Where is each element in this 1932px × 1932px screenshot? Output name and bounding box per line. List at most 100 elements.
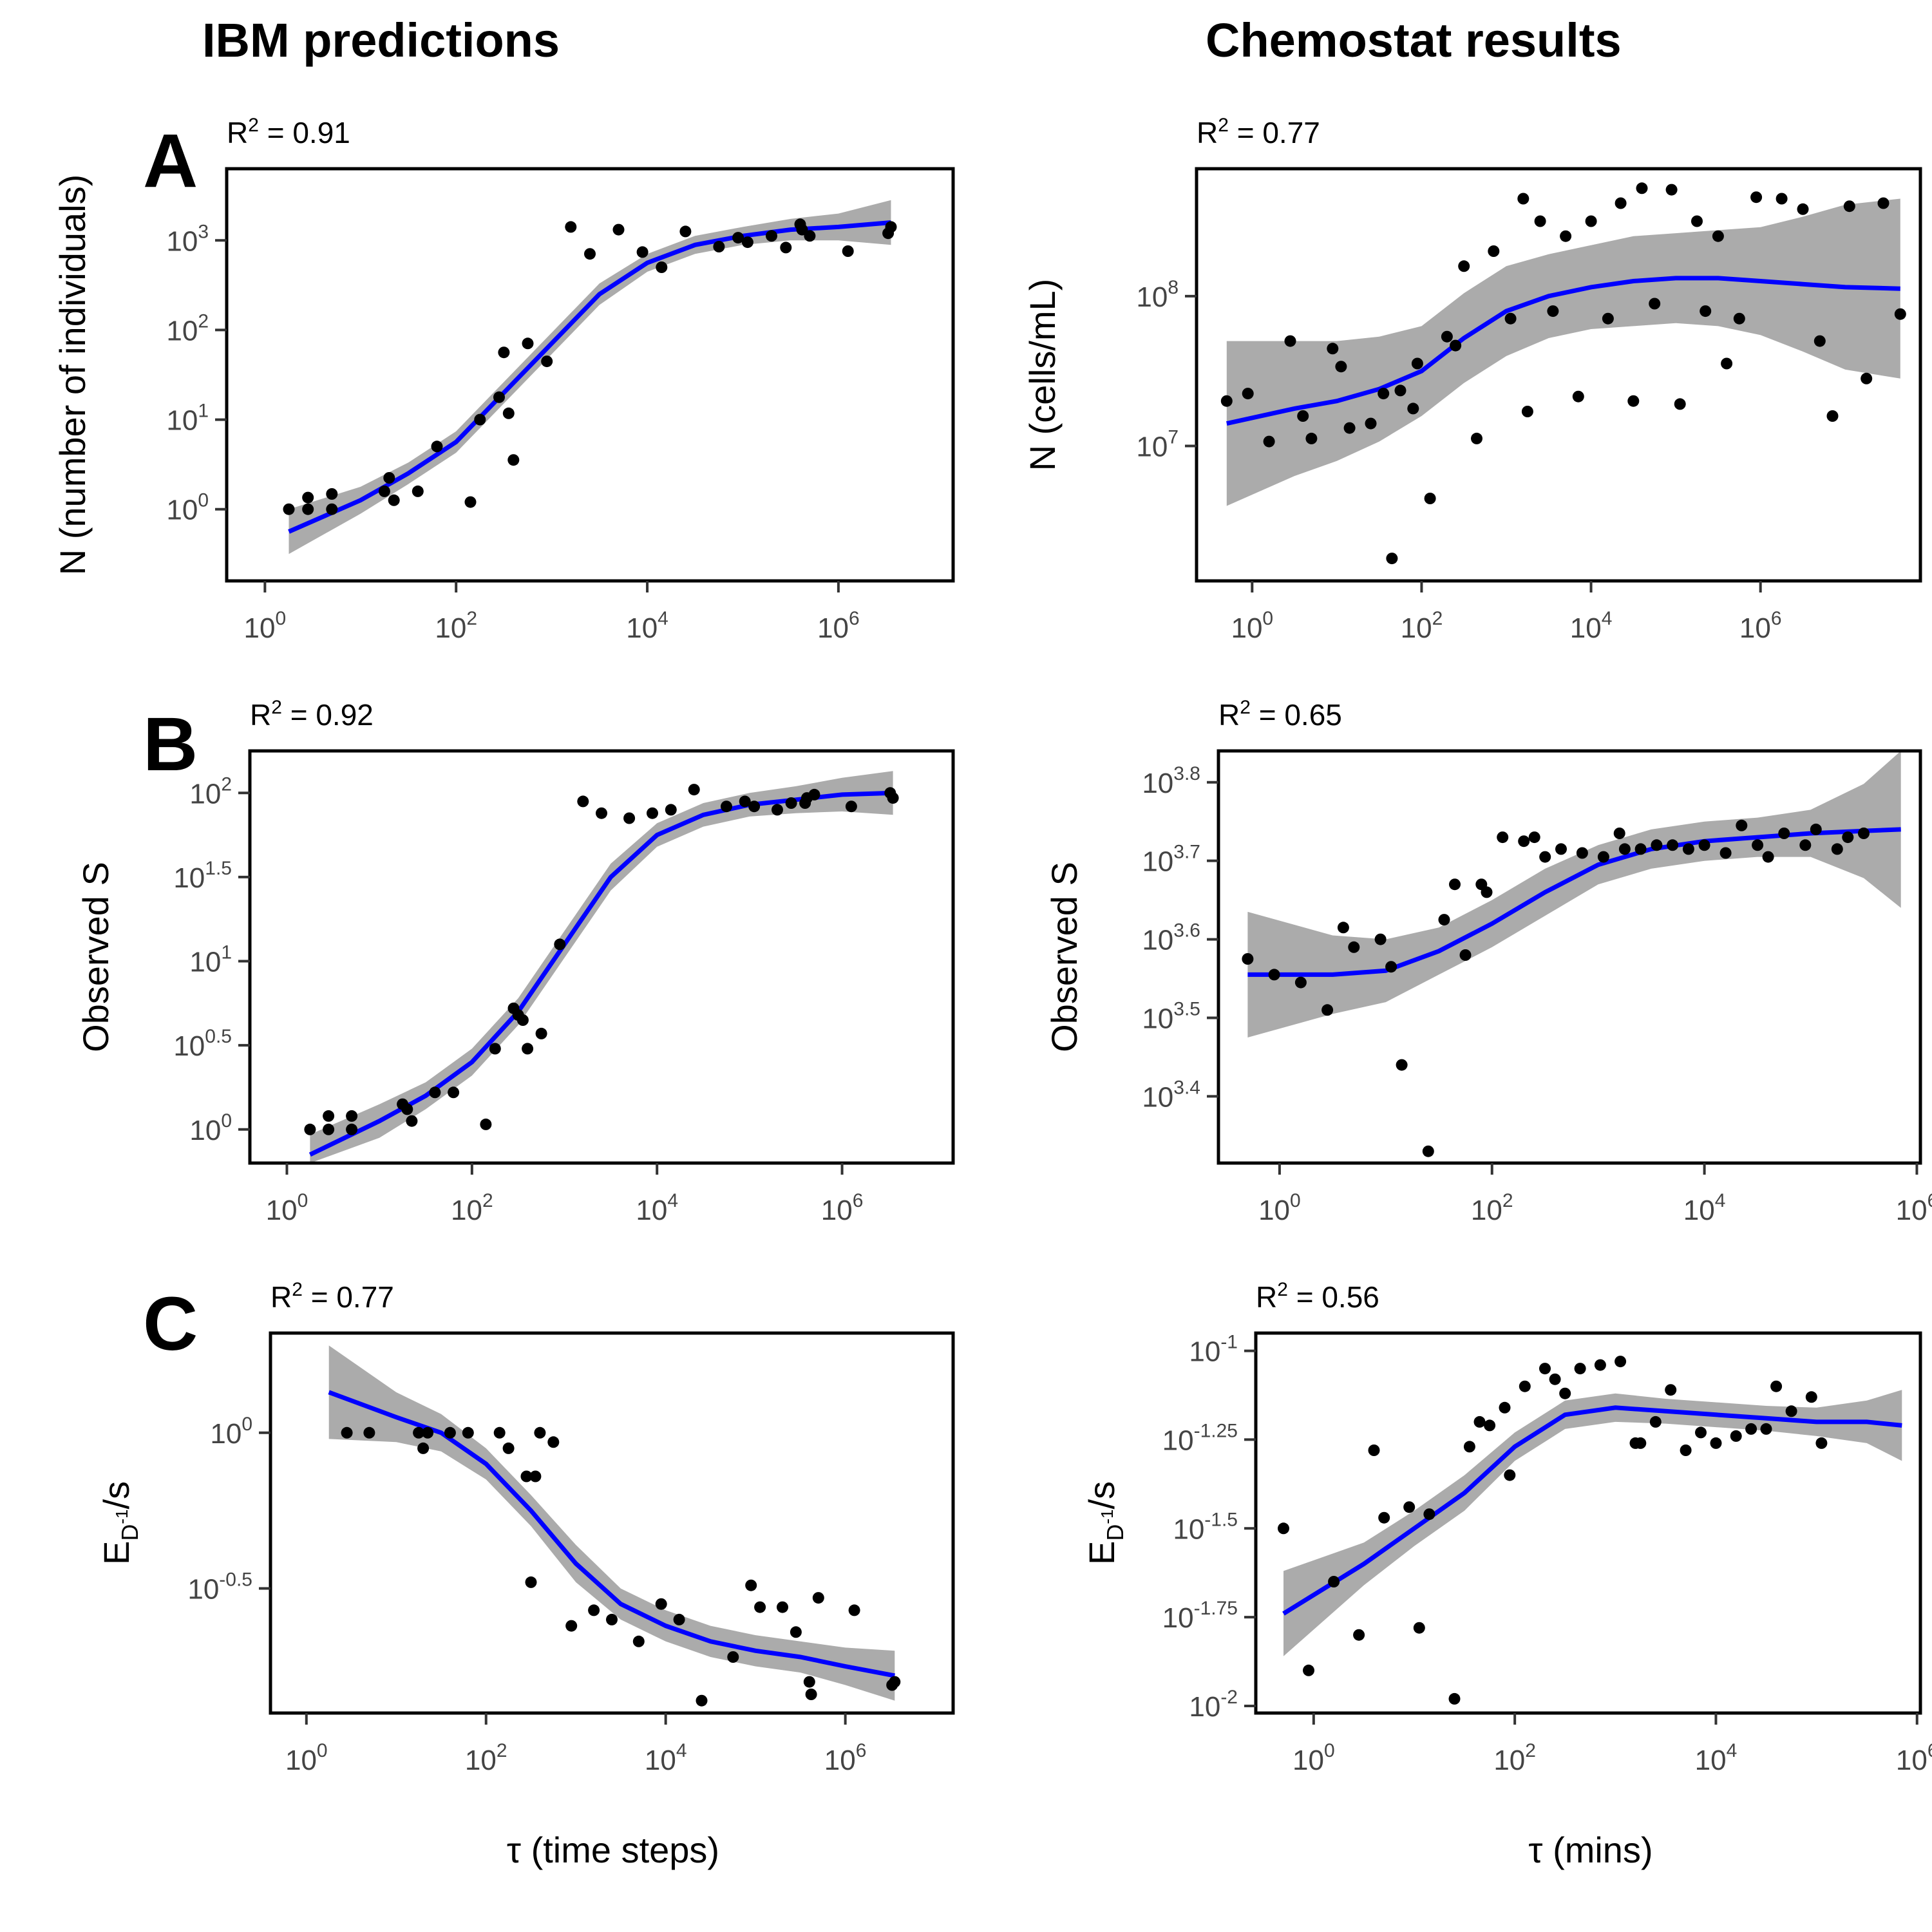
- y-tick-label: 10-2: [1189, 1687, 1238, 1723]
- x-tick-label: 104: [1570, 608, 1613, 644]
- y-tick-label: 101.5: [173, 858, 232, 894]
- data-point: [812, 1592, 824, 1604]
- data-point: [1576, 847, 1588, 859]
- data-point: [1263, 435, 1275, 448]
- data-point: [1555, 843, 1567, 855]
- data-point: [696, 1694, 708, 1707]
- y-tick-label: 103.4: [1142, 1077, 1200, 1113]
- data-point: [522, 1043, 534, 1055]
- y-tick-label: 103.7: [1142, 842, 1200, 878]
- data-point: [804, 230, 816, 242]
- x-tick-label: 104: [1695, 1740, 1738, 1776]
- data-point: [1463, 1441, 1475, 1453]
- fit-line: [328, 1390, 895, 1678]
- r2-label: R2 = 0.77: [1197, 115, 1320, 149]
- data-point: [1297, 410, 1309, 422]
- x-tick-label: 102: [435, 608, 477, 644]
- data-point: [1695, 1426, 1707, 1439]
- data-point: [1403, 1501, 1416, 1513]
- data-point: [785, 797, 797, 809]
- data-point: [1634, 1437, 1647, 1449]
- data-point: [529, 1470, 542, 1482]
- y-tick-label: 100: [189, 1110, 232, 1146]
- data-point: [1386, 553, 1398, 565]
- x-tick-label: 104: [626, 608, 668, 644]
- panel-A-chemo: R2 = 0.77 100 102 104 106 107 108 N (cells/mL): [1022, 115, 1922, 644]
- data-point: [1220, 395, 1233, 407]
- data-point: [1831, 843, 1843, 855]
- data-point: [422, 1426, 434, 1439]
- data-point: [885, 221, 897, 233]
- y-tick-label: 103: [166, 221, 209, 257]
- data-point: [520, 1470, 533, 1482]
- data-point: [1680, 1444, 1692, 1456]
- fit-line: [288, 220, 891, 534]
- x-tick-label: 106: [821, 1190, 864, 1226]
- data-point: [413, 1426, 425, 1439]
- data-point: [493, 391, 505, 403]
- column-title-ibm: IBM predictions: [202, 14, 560, 67]
- r2-label: R2 = 0.65: [1218, 697, 1342, 732]
- data-point: [596, 807, 607, 819]
- data-point: [1413, 1622, 1425, 1634]
- data-point: [748, 800, 761, 813]
- data-point: [1268, 969, 1280, 981]
- confidence-band: [1247, 751, 1901, 1037]
- x-tick-label: 100: [1258, 1190, 1301, 1226]
- data-point: [1378, 388, 1390, 400]
- data-point: [1805, 1391, 1817, 1403]
- data-point: [796, 223, 808, 236]
- data-point: [1242, 953, 1254, 965]
- data-point: [1710, 1437, 1722, 1449]
- data-point: [323, 1123, 335, 1135]
- data-point: [304, 1123, 316, 1135]
- data-point: [1752, 839, 1764, 851]
- r2-label: R2 = 0.91: [227, 115, 350, 149]
- data-point: [388, 494, 400, 506]
- data-point: [673, 1613, 685, 1625]
- data-point: [1572, 390, 1584, 402]
- data-point: [1698, 839, 1710, 851]
- data-point: [1337, 922, 1349, 934]
- panels: R2 = 0.91 100 102 104 106 100 101 102 103 N (numb…: [52, 115, 1932, 1776]
- data-point: [1518, 835, 1530, 848]
- data-point: [1450, 339, 1462, 352]
- data-point: [1814, 335, 1826, 347]
- x-tick-label: 102: [1401, 608, 1443, 644]
- data-point: [522, 337, 534, 350]
- y-axis-title: N (number of individuals): [52, 175, 93, 575]
- data-point: [1534, 215, 1546, 227]
- y-tick-label: 101: [189, 942, 232, 978]
- x-tick-label: 102: [1471, 1190, 1513, 1226]
- data-point: [1407, 402, 1419, 415]
- x-tick-label: 100: [266, 1190, 308, 1226]
- data-point: [1423, 1508, 1435, 1520]
- data-point: [1649, 1416, 1662, 1428]
- data-point: [1441, 330, 1453, 343]
- data-point: [584, 248, 596, 260]
- data-point: [1894, 308, 1906, 320]
- data-point: [302, 503, 314, 515]
- data-point: [341, 1426, 353, 1439]
- data-point: [1843, 200, 1855, 213]
- data-point: [1488, 245, 1500, 257]
- data-point: [1327, 343, 1339, 355]
- fit-line: [1226, 276, 1900, 426]
- x-tick-label: 100: [1293, 1740, 1335, 1776]
- x-tick-label: 102: [451, 1190, 493, 1226]
- data-point: [1305, 432, 1318, 444]
- data-point: [1585, 215, 1597, 227]
- data-point: [1348, 941, 1360, 953]
- data-point: [772, 804, 783, 816]
- data-point: [606, 1613, 618, 1625]
- data-point: [489, 1043, 501, 1055]
- data-point: [378, 485, 390, 497]
- data-point: [688, 784, 700, 796]
- data-point: [1636, 182, 1648, 194]
- data-point: [417, 1442, 430, 1454]
- y-tick-label: 10-1.5: [1173, 1509, 1238, 1545]
- data-point: [1750, 191, 1763, 204]
- data-point: [1762, 851, 1774, 863]
- data-point: [679, 225, 692, 238]
- x-tick-label: 106: [1739, 608, 1782, 644]
